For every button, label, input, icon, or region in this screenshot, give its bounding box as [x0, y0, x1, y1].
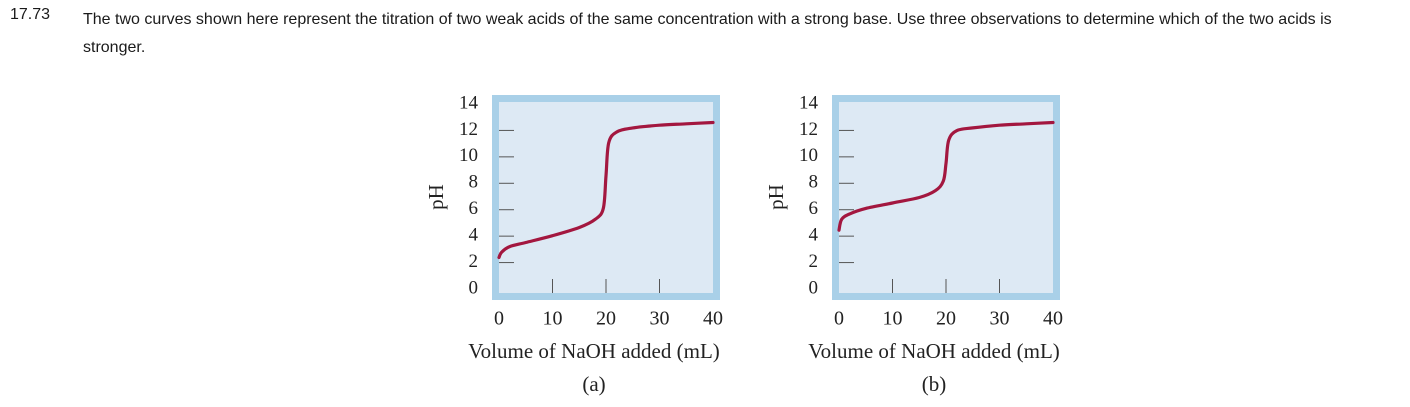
- x-tick-label: 0: [494, 308, 504, 330]
- y-tick-label: 0: [469, 277, 479, 298]
- y-tick-label: 12: [799, 119, 818, 140]
- problem-number: 17.73: [10, 6, 51, 23]
- plot-area: [839, 102, 1053, 293]
- y-tick-label: 2: [809, 251, 819, 272]
- x-tick-label: 20: [936, 308, 956, 330]
- y-tick-label: 14: [459, 92, 479, 113]
- y-axis-label: pH: [424, 184, 448, 210]
- x-axis-label: Volume of NaOH added (mL): [808, 339, 1060, 363]
- y-tick-label: 6: [809, 198, 819, 219]
- x-tick-label: 30: [990, 308, 1010, 330]
- panel-label-a: (a): [582, 372, 605, 396]
- titration-curve-b: [837, 120, 1055, 232]
- y-tick-label: 0: [809, 277, 819, 298]
- panel-label-b: (b): [922, 372, 947, 396]
- titration-curve-a: [497, 120, 715, 260]
- x-axis-label: Volume of NaOH added (mL): [468, 339, 720, 363]
- y-tick-label: 12: [459, 119, 478, 140]
- x-tick-label: 10: [883, 308, 903, 330]
- y-tick-label: 2: [469, 251, 479, 272]
- x-tick-label: 20: [596, 308, 616, 330]
- x-tick-label: 0: [834, 308, 844, 330]
- x-tick-label: 40: [1043, 308, 1063, 330]
- y-tick-label: 10: [459, 145, 478, 166]
- y-axis-label: pH: [764, 184, 788, 210]
- y-tick-label: 6: [469, 198, 479, 219]
- y-tick-label: 14: [799, 92, 819, 113]
- y-tick-label: 8: [809, 172, 819, 193]
- x-tick-label: 40: [703, 308, 723, 330]
- x-tick-label: 10: [543, 308, 563, 330]
- chart-panel-a: [492, 95, 720, 300]
- problem-text: The two curves shown here represent the …: [83, 11, 1332, 56]
- y-tick-label: 4: [809, 225, 819, 246]
- y-tick-label: 4: [469, 225, 479, 246]
- y-tick-label: 8: [469, 172, 479, 193]
- x-tick-label: 30: [650, 308, 670, 330]
- chart-panel-b: [832, 95, 1060, 300]
- y-tick-label: 10: [799, 145, 818, 166]
